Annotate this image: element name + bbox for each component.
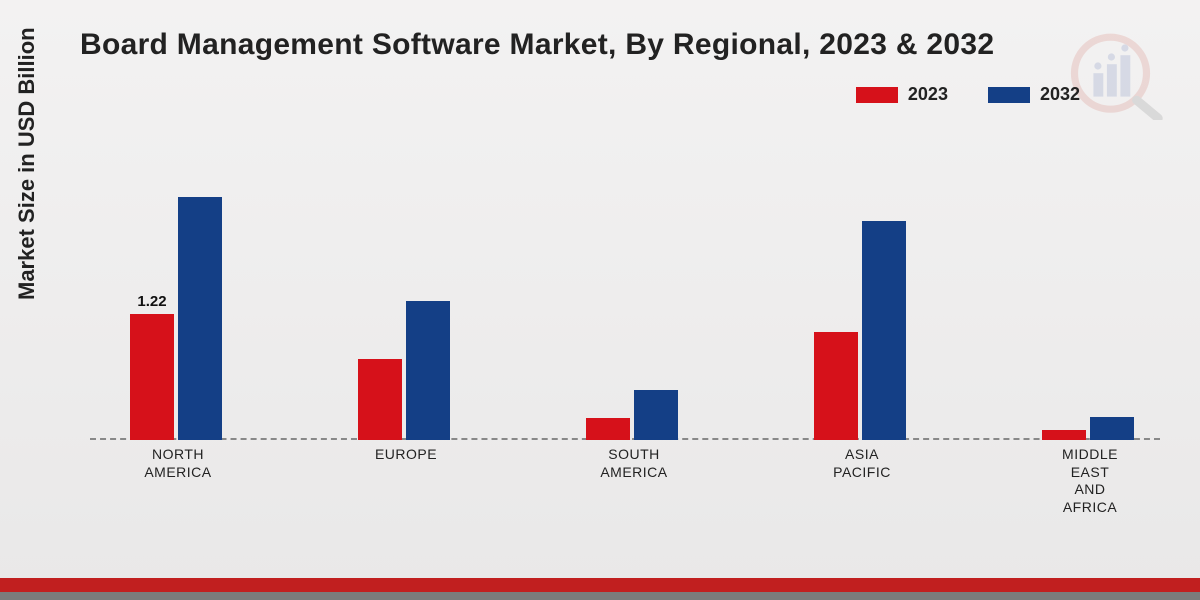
footer-stripe-grey — [0, 592, 1200, 600]
bar-value-label-na-2023: 1.22 — [122, 293, 182, 310]
bar-mea-2032 — [1090, 417, 1134, 440]
bar-eu-2023 — [358, 359, 402, 440]
bar-mea-2023 — [1042, 430, 1086, 440]
legend-item-2032: 2032 — [988, 84, 1080, 105]
bar-eu-2032 — [406, 301, 450, 441]
brand-logo-watermark — [1060, 30, 1170, 120]
legend-item-2023: 2023 — [856, 84, 948, 105]
x-label-ap: ASIAPACIFIC — [792, 446, 932, 481]
legend-label-2032: 2032 — [1040, 84, 1080, 105]
plot-area: 1.22 — [90, 130, 1160, 440]
logo-bar-3 — [1120, 55, 1130, 96]
bar-sa-2032 — [634, 390, 678, 440]
logo-bar-2 — [1107, 64, 1117, 96]
chart-canvas: Board Management Software Market, By Reg… — [0, 0, 1200, 600]
footer-stripe-red — [0, 578, 1200, 592]
x-label-mea: MIDDLEEASTANDAFRICA — [1020, 446, 1160, 516]
legend-swatch-2032 — [988, 87, 1030, 103]
legend-label-2023: 2023 — [908, 84, 948, 105]
x-label-eu: EUROPE — [336, 446, 476, 464]
footer-stripe — [0, 578, 1200, 600]
bar-ap-2023 — [814, 332, 858, 441]
bar-na-2032 — [178, 197, 222, 440]
legend: 2023 2032 — [856, 84, 1080, 105]
x-label-sa: SOUTHAMERICA — [564, 446, 704, 481]
logo-glass-handle — [1137, 100, 1159, 118]
logo-bar-1 — [1093, 73, 1103, 96]
chart-title: Board Management Software Market, By Reg… — [80, 28, 994, 62]
x-label-na: NORTHAMERICA — [108, 446, 248, 481]
bar-sa-2023 — [586, 418, 630, 440]
bar-na-2023 — [130, 314, 174, 440]
bar-ap-2032 — [862, 221, 906, 440]
y-axis-label: Market Size in USD Billion — [14, 27, 40, 300]
legend-swatch-2023 — [856, 87, 898, 103]
